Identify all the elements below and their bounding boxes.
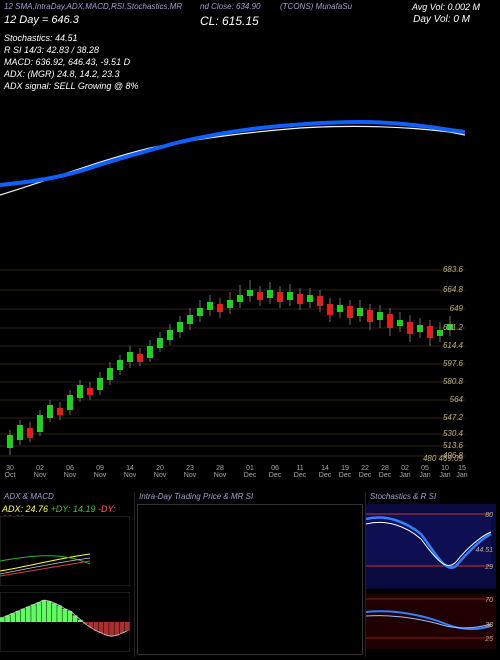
svg-text:38: 38: [485, 622, 493, 629]
day-vol-label: Day Vol: 0 M: [413, 14, 470, 25]
stoch-title: Stochastics & R SI: [370, 492, 436, 501]
stochastics-rsi-panel: Stochastics & R SI 80 44.51 29 70 38 25: [366, 492, 500, 657]
ma-line-chart: [0, 100, 465, 220]
adx-value: ADX: (MGR) 24.8, 14.2, 23.3: [4, 68, 139, 80]
svg-text:70: 70: [485, 597, 493, 604]
adx-macd-panel: ADX & MACD ADX: 24.76 +DY: 14.19 -DY: 23…: [0, 492, 135, 657]
date-x-axis: 30Oct02Nov06Nov09Nov14Nov20Nov23Nov28Nov…: [0, 465, 465, 485]
intraday-title: Intra-Day Trading Price & MR SI: [139, 492, 253, 501]
sma-day-label: 12 Day = 646.3: [4, 14, 79, 26]
indicators-label: 12 SMA,IntraDay,ADX,MACD,RSI,Stochastics…: [4, 2, 182, 11]
svg-text:29: 29: [484, 564, 493, 571]
candlestick-chart: 683.6664.8649631.2614.4597.6580.8564547.…: [0, 260, 465, 460]
avg-vol-label: Avg Vol: 0.002 M: [412, 2, 480, 12]
svg-text:44.51: 44.51: [475, 547, 493, 554]
indicator-info-block: Stochastics: 44.51 R SI 14/3: 42.83 / 38…: [4, 32, 139, 92]
macd-value: MACD: 636.92, 646.43, -9.51 D: [4, 56, 139, 68]
intraday-empty-box: [137, 504, 363, 655]
adx-panel-title: ADX & MACD: [4, 492, 54, 501]
svg-text:25: 25: [484, 636, 493, 643]
close-label: nd Close: 634.90: [200, 2, 261, 11]
rsi-value: R SI 14/3: 42.83 / 38.28: [4, 44, 139, 56]
adx-signal: ADX signal: SELL Growing @ 8%: [4, 80, 139, 92]
stochastics-value: Stochastics: 44.51: [4, 32, 139, 44]
subpanel-row: ADX & MACD ADX: 24.76 +DY: 14.19 -DY: 23…: [0, 492, 500, 657]
ticker-code: (TCONS) MunafaSu: [280, 2, 352, 11]
close-price-label: CL: 615.15: [200, 14, 259, 28]
svg-text:80: 80: [485, 512, 493, 519]
intraday-panel: Intra-Day Trading Price & MR SI: [135, 492, 366, 657]
